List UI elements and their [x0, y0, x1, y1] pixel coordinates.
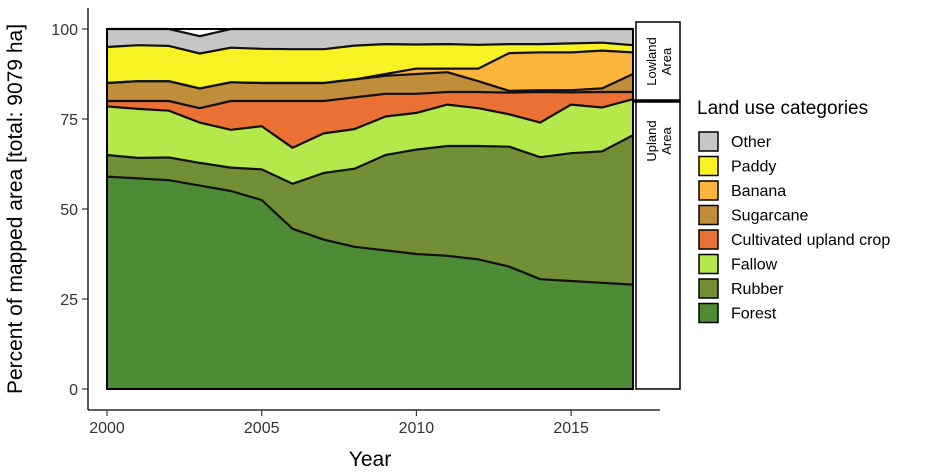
area-rubber: [107, 135, 633, 285]
y-tick-label: 75: [60, 112, 78, 129]
area-banana: [107, 50, 633, 91]
x-tick-label: 2015: [553, 420, 589, 437]
legend-swatch-fallow: [698, 253, 719, 275]
legend-swatch-rubber: [698, 278, 719, 299]
legend-label: Cultivated upland crop: [731, 232, 890, 249]
strip-upland-area: [635, 100, 681, 390]
y-tick-label: 25: [60, 292, 78, 309]
legend-label: Rubber: [731, 281, 784, 298]
boundary-line-fallow: [106, 98, 634, 149]
boundary-line-forest: [106, 175, 634, 286]
boundary-line-paddy: [106, 41, 634, 55]
legend-label: Paddy: [731, 159, 776, 176]
area-cultivated-upland-crop: [107, 92, 633, 148]
legend-label: Banana: [731, 183, 786, 200]
area-series-group: [107, 29, 633, 389]
legend-title: Land use categories: [697, 98, 868, 119]
boundary-line-banana: [106, 49, 634, 90]
legend-swatch-other: [698, 131, 719, 152]
legend-swatch-paddy: [698, 155, 719, 177]
area-forest: [107, 176, 633, 389]
boundary-line-cultivated-upland-crop: [107, 90, 633, 110]
x-axis-title: Year: [349, 448, 391, 471]
boundary-line-rubber: [106, 134, 634, 185]
panel-border: [106, 28, 634, 390]
x-tick-label: 2000: [89, 420, 125, 437]
y-axis-title: Percent of mapped area [total: 9079 ha]: [4, 24, 27, 394]
legend-swatch-sugarcane: [698, 204, 719, 226]
legend-swatch-forest: [698, 302, 719, 324]
x-tick-label: 2010: [399, 420, 435, 437]
strip-label: UplandArea: [644, 120, 674, 161]
y-tick-label: 0: [69, 382, 78, 399]
y-tick-label: 100: [51, 22, 78, 39]
strip-label: LowlandArea: [644, 37, 674, 85]
area-fallow: [107, 99, 633, 184]
axes-group: 0 25 50 75 100 2000 2005 2010 2015: [51, 8, 660, 437]
area-paddy: [107, 42, 633, 89]
legend-swatch-banana: [698, 180, 719, 201]
legend-label: Forest: [731, 306, 777, 323]
x-tick-label: 2005: [244, 420, 280, 437]
area-sugarcane: [107, 72, 633, 109]
legend: Other Paddy Banana Sugarcane Cultivated upla…: [698, 131, 890, 324]
legend-label: Fallow: [731, 257, 778, 274]
legend-swatch-cultivated-upland-crop: [698, 229, 719, 250]
y-tick-label: 50: [60, 202, 78, 219]
legend-label: Sugarcane: [731, 208, 808, 225]
legend-label: Other: [731, 134, 772, 151]
facet-strips-group: LowlandArea UplandArea: [632, 21, 681, 390]
